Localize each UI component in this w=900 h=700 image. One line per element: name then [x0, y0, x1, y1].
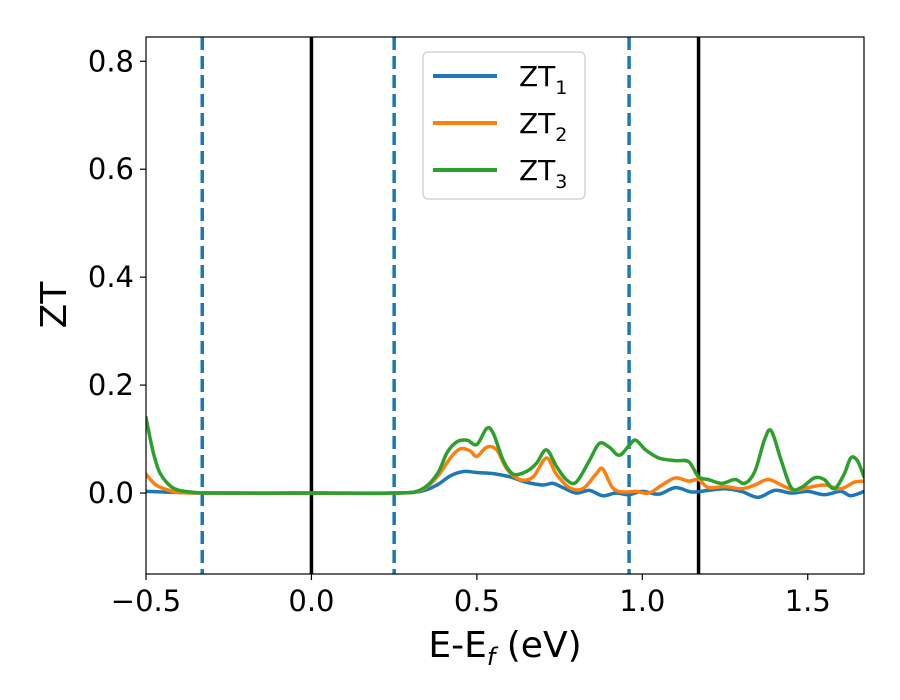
x-tick-label: −0.5 [111, 584, 181, 618]
legend-box [422, 51, 586, 200]
legend-label-zt3: ZT3 [519, 154, 567, 193]
y-axis-title: ZT [34, 281, 75, 329]
plot-frame [145, 36, 865, 575]
y-tick-label: 0.2 [88, 368, 134, 402]
y-tick-label: 0.4 [88, 260, 134, 294]
x-tick-label: 0.5 [454, 584, 500, 618]
x-tick-label: 0.0 [288, 584, 334, 618]
x-tick-label: 1.0 [619, 584, 665, 618]
legend-label-zt1: ZT1 [519, 60, 567, 99]
vertical-reference-lines [200, 37, 701, 574]
x-axis-ticks: −0.5 0.0 0.5 1.0 1.5 [111, 574, 831, 618]
y-tick-label: 0.6 [88, 152, 134, 186]
x-axis-title: E-Ef (eV) [428, 625, 581, 671]
legend: ZT1 ZT2 ZT3 [422, 51, 586, 200]
series-lines [146, 415, 864, 500]
y-axis-ticks: 0.0 0.2 0.4 0.6 0.8 [88, 44, 146, 510]
legend-label-zt2: ZT2 [519, 107, 567, 146]
series-line-zt1 [146, 469, 864, 500]
y-tick-label: 0.8 [88, 44, 134, 78]
x-tick-label: 1.5 [785, 584, 831, 618]
series-line-zt3 [146, 415, 864, 496]
y-tick-label: 0.0 [88, 476, 134, 510]
